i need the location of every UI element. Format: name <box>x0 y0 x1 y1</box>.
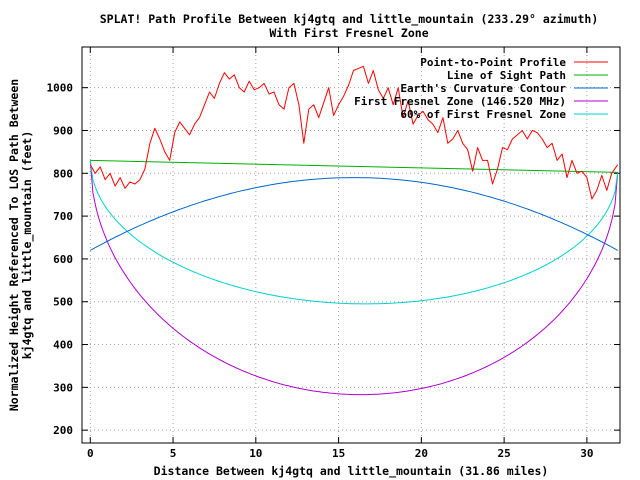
series-line-first-fresnel-zone-146-520-mhz <box>89 160 619 396</box>
plot-series <box>89 65 619 396</box>
legend-label-first-fresnel-zone-146-520-mhz: First Fresnel Zone (146.520 MHz) <box>354 95 566 108</box>
plot-frame <box>81 46 621 444</box>
y-tick-label: 500 <box>53 296 73 309</box>
x-tick-label: 30 <box>580 447 593 460</box>
series-line-point-to-point-profile <box>89 65 619 200</box>
x-tick-label: 15 <box>332 447 345 460</box>
grid <box>82 47 620 443</box>
x-tick-label: 25 <box>497 447 510 460</box>
series-line-earth-s-curvature-contour <box>90 177 618 251</box>
y-tick-label: 400 <box>53 339 73 352</box>
chart-title: SPLAT! Path Profile Between kj4gtq and l… <box>100 12 599 27</box>
y-axis-label-line1: Normalized Height Referenced To LOS Path… <box>7 79 21 411</box>
y-tick-label: 200 <box>53 424 73 437</box>
x-tick-label: 5 <box>170 447 177 460</box>
chart-subtitle: With First Fresnel Zone <box>269 26 428 40</box>
x-tick-label: 20 <box>415 447 428 460</box>
y-tick-label: 700 <box>53 210 73 223</box>
y-tick-label: 300 <box>53 381 73 394</box>
y-tick-label: 600 <box>53 253 73 266</box>
y-tick-label: 800 <box>53 167 73 180</box>
x-tick-label: 0 <box>87 447 94 460</box>
x-axis-label: Distance Between kj4gtq and little_mount… <box>154 464 549 479</box>
x-tick-label: 10 <box>249 447 262 460</box>
y-tick-label: 1000 <box>47 82 74 95</box>
series-line-60-of-first-fresnel-zone <box>89 160 619 305</box>
legend-label-point-to-point-profile: Point-to-Point Profile <box>420 56 566 69</box>
axis-ticks: 0 5 10 15 20 25 30 200 300 400 500 600 700 800 900 1000 <box>47 47 620 460</box>
y-tick-label: 900 <box>53 124 73 137</box>
legend-label-line-of-sight-path: Line of Sight Path <box>447 69 566 82</box>
y-axis-label-line2: kj4gtq and little_mountain (feet) <box>20 131 35 359</box>
series-line-line-of-sight-path <box>90 159 618 173</box>
legend-label-earth-s-curvature-contour: Earth's Curvature Contour <box>400 82 566 95</box>
legend-label-60-of-first-fresnel-zone: 60% of First Fresnel Zone <box>400 108 566 121</box>
